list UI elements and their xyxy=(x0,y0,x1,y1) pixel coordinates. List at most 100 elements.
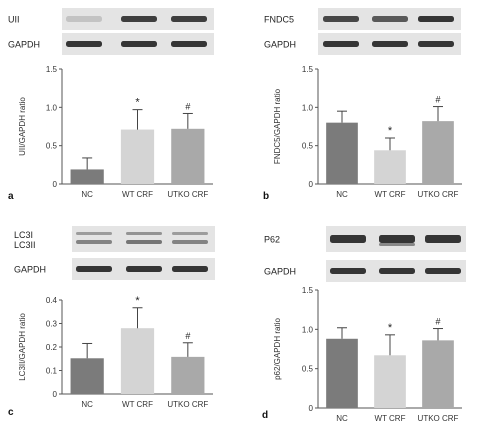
panel-d: P62 GAPDH 0 0.5 1.0 1.5 p62/GAPDH ratio NC * WT C… xyxy=(262,226,466,423)
blot-strip xyxy=(72,226,215,252)
panel-letter: a xyxy=(8,191,14,202)
x-tick-label: UTKO CRF xyxy=(418,190,459,199)
bar xyxy=(171,128,205,184)
blot-band xyxy=(76,232,112,235)
x-tick-label: NC xyxy=(81,190,93,199)
x-tick-label: UTKO CRF xyxy=(167,190,208,199)
bar xyxy=(422,121,454,184)
y-tick-label: 0 xyxy=(53,180,58,189)
y-tick-label: 1.5 xyxy=(46,65,58,74)
blot-band xyxy=(172,232,208,235)
blot-band xyxy=(172,266,208,272)
y-tick-label: 0.2 xyxy=(46,343,58,352)
y-axis-label: FNDC5/GAPDH ratio xyxy=(273,88,282,164)
x-tick-label: NC xyxy=(336,414,348,423)
x-tick-label: WT CRF xyxy=(122,190,153,199)
y-tick-label: 0.5 xyxy=(302,142,314,151)
y-tick-label: 0 xyxy=(309,404,314,413)
y-axis-label: p62/GAPDH ratio xyxy=(273,318,282,380)
blot-band xyxy=(379,268,415,274)
x-tick-label: WT CRF xyxy=(375,190,406,199)
blot-band xyxy=(126,266,162,272)
blot-band xyxy=(330,268,366,274)
y-tick-label: 0 xyxy=(309,180,314,189)
blot-label: LC3II xyxy=(14,240,36,250)
y-axis-label: LC3II/GAPDH ratio xyxy=(18,313,27,381)
blot-band xyxy=(171,41,207,47)
panel-a: UII GAPDH 0 0.5 1.0 1.5 UII/GAPDH ratio NC * WT C… xyxy=(8,8,214,202)
blot-label: GAPDH xyxy=(264,267,296,277)
significance-mark: # xyxy=(435,317,440,327)
panel-letter: b xyxy=(263,191,269,202)
significance-mark: # xyxy=(185,331,190,341)
blot-band xyxy=(66,16,102,22)
blot-band xyxy=(66,41,102,47)
bar xyxy=(326,122,358,184)
blot-label: FNDC5 xyxy=(264,15,294,25)
bar xyxy=(70,358,104,394)
significance-mark: * xyxy=(388,125,393,137)
x-tick-label: NC xyxy=(336,190,348,199)
panel-b: FNDC5 GAPDH 0 0.5 1.0 1.5 FNDC5/GAPDH ratio NC *… xyxy=(263,8,462,202)
significance-mark: * xyxy=(135,97,140,109)
blot-band xyxy=(372,16,408,22)
y-axis-label: UII/GAPDH ratio xyxy=(18,97,27,156)
bar xyxy=(374,355,406,408)
y-tick-label: 0.3 xyxy=(46,320,58,329)
bar xyxy=(326,338,358,408)
bar xyxy=(422,340,454,408)
blot-label: UII xyxy=(8,15,20,25)
y-tick-label: 0 xyxy=(53,390,58,399)
blot-band xyxy=(418,16,454,22)
blot-band xyxy=(76,266,112,272)
blot-band xyxy=(171,16,207,22)
blot-band xyxy=(126,232,162,235)
significance-mark: # xyxy=(435,95,440,105)
x-tick-label: WT CRF xyxy=(122,400,153,409)
y-tick-label: 1.5 xyxy=(302,286,314,295)
panel-letter: d xyxy=(262,410,268,421)
blot-band xyxy=(425,268,461,274)
bar xyxy=(374,150,406,184)
significance-mark: # xyxy=(185,101,190,111)
y-tick-label: 1.0 xyxy=(302,103,314,112)
blot-band xyxy=(172,240,208,244)
blot-band xyxy=(330,235,366,243)
blot-band xyxy=(323,16,359,22)
y-tick-label: 1.5 xyxy=(302,65,314,74)
blot-label: GAPDH xyxy=(8,40,40,50)
bar xyxy=(120,328,155,394)
blot-band xyxy=(76,240,112,244)
bar xyxy=(70,169,104,184)
bar xyxy=(171,356,205,394)
blot-label: GAPDH xyxy=(14,265,46,275)
y-tick-label: 1.0 xyxy=(46,103,58,112)
panel-letter: c xyxy=(8,407,14,418)
y-tick-label: 0.1 xyxy=(46,367,58,376)
blot-band xyxy=(121,16,157,22)
x-tick-label: UTKO CRF xyxy=(167,400,208,409)
x-tick-label: NC xyxy=(81,400,93,409)
blot-band xyxy=(425,235,461,243)
blot-band xyxy=(121,41,157,47)
bar xyxy=(120,129,155,184)
blot-band xyxy=(418,41,454,47)
blot-band xyxy=(372,41,408,47)
y-tick-label: 0.5 xyxy=(46,142,58,151)
blot-label: GAPDH xyxy=(264,40,296,50)
x-tick-label: UTKO CRF xyxy=(418,414,459,423)
blot-band xyxy=(323,41,359,47)
significance-mark: * xyxy=(388,322,393,334)
blot-label: LC3I xyxy=(14,230,33,240)
blot-label: P62 xyxy=(264,235,280,245)
significance-mark: * xyxy=(135,295,140,307)
y-tick-label: 0.4 xyxy=(46,296,58,305)
blot-band xyxy=(126,240,162,244)
x-tick-label: WT CRF xyxy=(375,414,406,423)
blot-band xyxy=(379,235,415,243)
y-tick-label: 0.5 xyxy=(302,365,314,374)
y-tick-label: 1.0 xyxy=(302,325,314,334)
blot-band xyxy=(379,243,415,246)
